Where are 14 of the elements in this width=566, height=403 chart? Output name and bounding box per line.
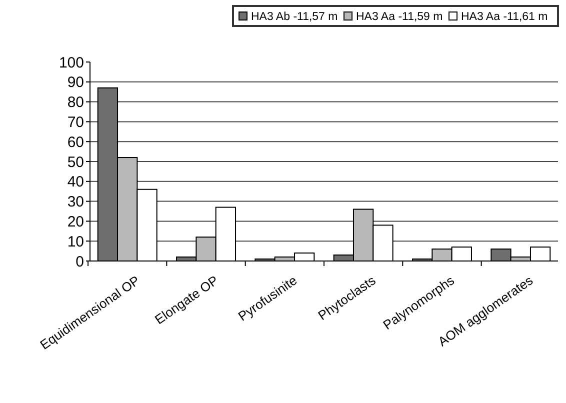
legend-label: HA3 Aa -11,59 m xyxy=(356,11,443,24)
y-tick-label: 40 xyxy=(67,174,84,191)
legend-label: HA3 Aa -11,61 m xyxy=(461,11,548,24)
y-tick-label: 0 xyxy=(76,253,84,270)
y-tick-label: 60 xyxy=(67,134,84,151)
y-tick-label: 80 xyxy=(67,94,84,112)
y-tick-label: 30 xyxy=(67,194,84,211)
y-tick-label: 100 xyxy=(58,54,84,72)
y-tick-label: 50 xyxy=(67,154,84,171)
y-tick-label: 10 xyxy=(67,233,84,250)
y-tick-label: 20 xyxy=(67,213,84,230)
y-tick-label: 90 xyxy=(67,74,84,92)
y-tick-label: 70 xyxy=(67,114,84,131)
legend-label: HA3 Ab -11,57 m xyxy=(251,11,338,24)
